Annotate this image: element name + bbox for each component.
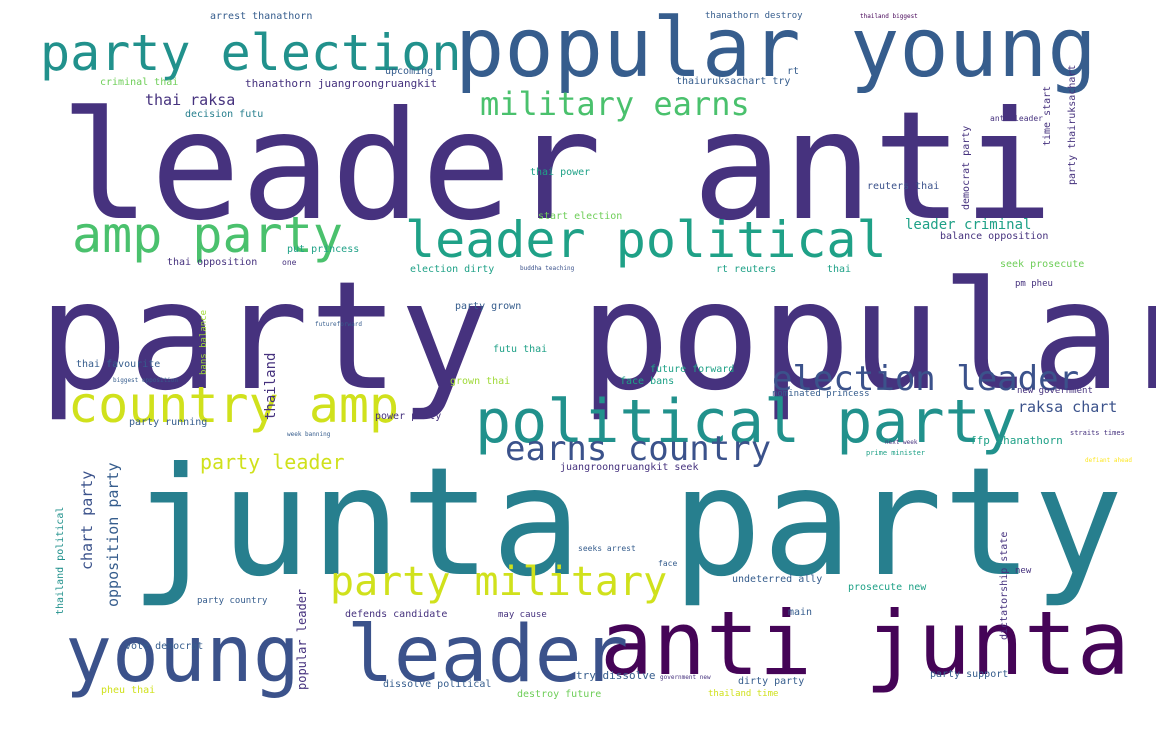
word: thanathorn destroy: [705, 11, 803, 21]
word: party grown: [455, 301, 522, 312]
word: dissolve political: [383, 679, 492, 690]
word: main: [788, 607, 813, 618]
word: chart party: [78, 470, 96, 570]
word: seeks arrest: [578, 544, 636, 553]
word: thai opposition: [167, 257, 258, 268]
word: dictatorship state: [999, 531, 1010, 640]
word: election leader: [772, 359, 1080, 399]
word: week banning: [287, 431, 331, 438]
word: junta party: [130, 436, 1124, 610]
word: defends candidate: [345, 609, 448, 620]
word: bans balance: [199, 309, 209, 375]
word: country amp: [68, 376, 400, 434]
word: try dissolve: [576, 669, 656, 682]
word: face: [658, 559, 678, 568]
word: straits times: [1070, 429, 1125, 437]
word: party country: [197, 596, 268, 606]
word: criminal thai: [100, 77, 179, 88]
word: leader criminal: [905, 217, 1032, 233]
word: thai favourite: [76, 359, 161, 370]
word: thaiuruksachart try: [676, 76, 791, 87]
word: destroy future: [517, 689, 602, 700]
word: power party: [375, 411, 442, 422]
word: futureforward: [315, 321, 362, 328]
word: biggest opposition: [113, 377, 179, 384]
word: military earns: [480, 85, 750, 123]
word: juangroongruangkit seek: [560, 462, 699, 473]
word: vote democrat: [125, 641, 204, 652]
word: thai power: [530, 167, 591, 178]
word: party running: [129, 417, 208, 428]
word: balance opposition: [940, 231, 1049, 242]
word: reuters thai: [867, 181, 940, 192]
word: thai: [827, 264, 852, 275]
word: thailand: [263, 352, 279, 420]
word: prosecute new: [848, 582, 927, 593]
word: political party: [475, 387, 1017, 457]
word: defiant ahead: [1085, 457, 1132, 464]
word: party election: [40, 24, 462, 82]
word: popular young: [455, 1, 1097, 96]
word: new: [1015, 566, 1032, 576]
word: may cause: [498, 610, 547, 620]
word: democrat party: [961, 125, 972, 210]
word: thai raksa: [145, 91, 236, 109]
word: seek prosecute: [1000, 259, 1085, 270]
word: party popular: [38, 250, 1156, 424]
word: grown thai: [450, 376, 511, 387]
word: undeterred ally: [732, 574, 823, 585]
word: prime minister: [866, 449, 926, 457]
word: thailand biggest: [860, 13, 918, 20]
word: amp party: [72, 206, 343, 264]
word: government new: [660, 674, 711, 681]
word: popular leader: [295, 588, 309, 690]
word: party military: [330, 559, 668, 605]
word: nominated princess: [772, 389, 870, 399]
word: leader political: [405, 211, 887, 269]
word: pm pheu: [1015, 279, 1053, 289]
word: futu thai: [493, 344, 548, 355]
word: dirty party: [738, 676, 805, 687]
word: face bans: [620, 376, 675, 387]
word: upcoming: [385, 66, 434, 77]
word: earns country: [505, 429, 772, 469]
word: arrest thanathorn: [210, 11, 313, 22]
word: rt: [787, 66, 800, 77]
word: thailand political: [55, 506, 66, 615]
word: anti junta: [600, 592, 1130, 695]
word: buddha teaching: [520, 265, 575, 272]
word: raksa chart: [1018, 398, 1118, 416]
word: leader anti: [60, 80, 1054, 254]
word: election dirty: [410, 264, 495, 275]
word: rt reuters: [716, 264, 777, 275]
word: party thairuksachart: [1067, 64, 1078, 185]
word: anti leader: [990, 114, 1043, 123]
word: put princess: [287, 244, 360, 255]
word: young leader: [65, 610, 629, 700]
word: thailand time: [708, 689, 779, 699]
word: opposition party: [104, 462, 122, 608]
word: ffp thanathorn: [970, 434, 1063, 447]
word: future forward: [650, 364, 735, 375]
word: party leader: [200, 450, 345, 474]
word: decision futu: [185, 109, 264, 120]
word: party support: [930, 669, 1009, 680]
word: pheu thai: [101, 685, 156, 696]
word: next week: [885, 439, 918, 446]
word: thanathorn juangroongruangkit: [245, 77, 438, 90]
word: one: [282, 258, 297, 267]
word: start election: [538, 211, 623, 222]
word: time start: [1042, 85, 1053, 146]
word: new government: [1017, 386, 1093, 396]
